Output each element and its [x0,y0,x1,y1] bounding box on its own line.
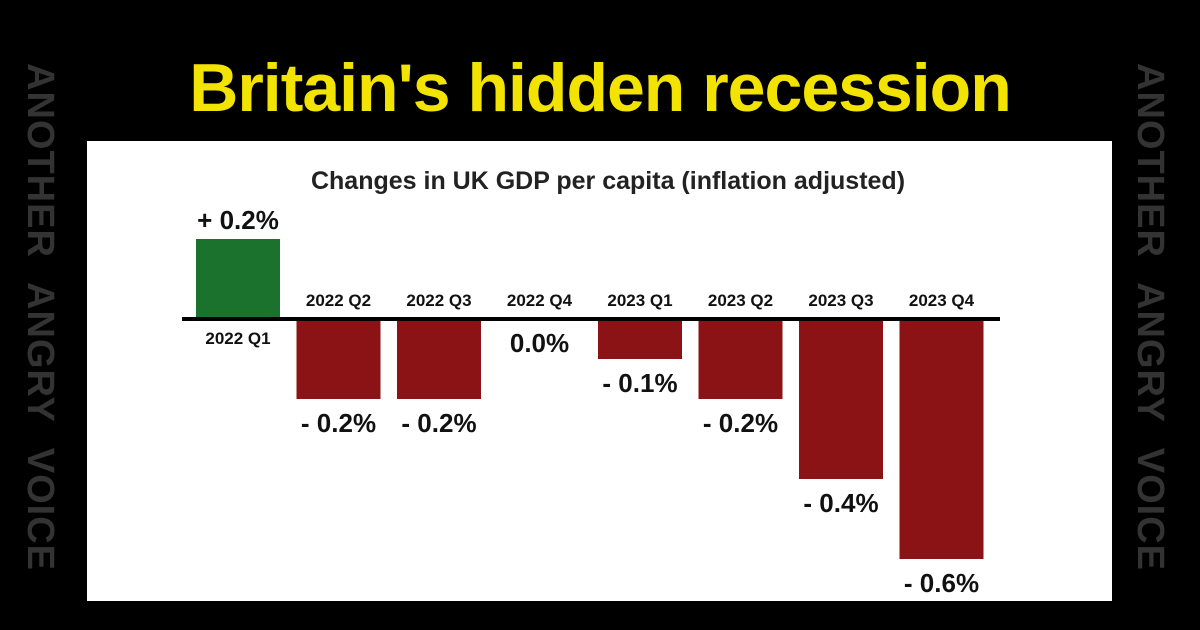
chart-panel: Changes in UK GDP per capita (inflation … [87,141,1112,601]
value-label-2023-q2: - 0.2% [703,408,778,438]
value-label-2022-q3: - 0.2% [401,408,476,438]
category-label-2022-q4: 2022 Q4 [507,291,573,310]
labels-group: 2022 Q1 + 0.2% 2022 Q2 - 0.2% 2022 Q3 - 0.2% 2… [197,205,979,598]
watermark-right: ANOTHER ANGRY VOICE [1129,63,1171,571]
bar-2023-q1 [598,319,682,359]
bar-2023-q3 [799,319,883,479]
chart-title: Changes in UK GDP per capita (inflation … [311,167,905,195]
bar-2022-q3 [397,319,481,399]
category-label-2023-q2: 2023 Q2 [708,291,773,310]
bar-2023-q2 [698,319,783,399]
value-label-2022-q1: + 0.2% [197,205,279,235]
bar-2023-q4 [899,319,984,559]
category-label-2022-q2: 2022 Q2 [306,291,371,310]
watermark-left: ANOTHER ANGRY VOICE [19,63,61,571]
category-label-2023-q3: 2023 Q3 [808,291,873,310]
page-headline: Britain's hidden recession [189,50,1012,126]
value-label-2023-q1: - 0.1% [602,368,677,398]
bars-group [196,239,984,559]
value-label-2023-q4: - 0.6% [904,568,979,598]
gdp-bar-chart: Changes in UK GDP per capita (inflation … [182,167,1000,598]
category-label-2022-q1: 2022 Q1 [205,329,270,348]
bar-2022-q2 [296,319,381,399]
value-label-2022-q4: 0.0% [510,328,569,358]
value-label-2023-q3: - 0.4% [803,488,878,518]
category-label-2023-q1: 2023 Q1 [607,291,672,310]
category-label-2023-q4: 2023 Q4 [909,291,975,310]
bar-2022-q1 [196,239,280,319]
value-label-2022-q2: - 0.2% [301,408,376,438]
category-label-2022-q3: 2022 Q3 [406,291,471,310]
